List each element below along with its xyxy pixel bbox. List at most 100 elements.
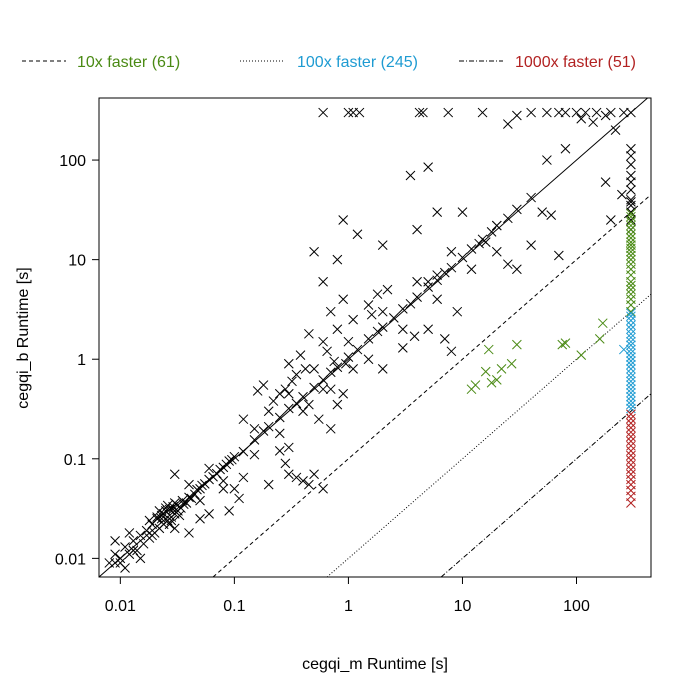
data-point — [304, 479, 314, 490]
data-point — [110, 535, 120, 546]
data-point — [325, 306, 336, 317]
data-point — [341, 358, 351, 369]
data-point — [591, 107, 602, 118]
data-point — [626, 151, 636, 161]
data-point — [221, 459, 232, 470]
reference-line-10x — [212, 194, 652, 578]
data-point — [553, 250, 564, 261]
data-point — [626, 418, 636, 429]
data-point — [412, 224, 422, 235]
data-point — [626, 185, 636, 195]
data-point — [626, 368, 636, 379]
data-point — [405, 170, 416, 181]
data-point — [443, 107, 454, 118]
data-point — [352, 344, 363, 355]
data-point — [263, 421, 274, 432]
data-point — [423, 324, 433, 335]
data-point — [560, 107, 571, 118]
data-point — [412, 276, 422, 287]
data-point — [295, 350, 306, 360]
data-point — [412, 292, 422, 303]
data-point — [124, 528, 135, 538]
data-point — [234, 493, 244, 504]
data-point — [626, 107, 636, 118]
data-point — [144, 515, 155, 526]
data-point — [128, 545, 139, 556]
data-point — [252, 386, 263, 396]
data-point — [626, 340, 636, 351]
data-point — [322, 346, 332, 357]
data-point — [372, 326, 383, 337]
data-point — [594, 334, 605, 344]
data-point — [309, 469, 319, 480]
data-point — [318, 384, 328, 395]
data-point — [542, 155, 552, 165]
data-point — [169, 498, 180, 508]
y-tick-label: 10 — [68, 253, 86, 270]
data-point — [452, 306, 463, 317]
data-point — [409, 331, 420, 342]
data-point — [502, 259, 513, 270]
data-point — [325, 423, 336, 434]
data-point — [626, 336, 636, 347]
data-point — [626, 211, 636, 222]
data-point — [491, 375, 502, 385]
legend-label-100x: 100x faster (245) — [297, 54, 418, 71]
x-axis: 0.01 0.1 1 10 100 — [105, 576, 590, 615]
data-point — [318, 107, 328, 118]
data-point — [184, 528, 194, 538]
data-point — [186, 493, 197, 504]
data-point — [283, 388, 294, 399]
reference-lines — [98, 97, 652, 578]
data-point — [491, 246, 502, 257]
data-point — [457, 207, 468, 217]
data-point — [483, 344, 494, 355]
data-point — [169, 523, 180, 534]
data-point — [512, 264, 522, 275]
data-point — [268, 396, 279, 406]
data-point — [298, 406, 308, 417]
data-point — [291, 472, 302, 483]
data-point — [626, 450, 636, 461]
data-point — [249, 449, 260, 460]
data-point — [304, 399, 314, 410]
data-point — [274, 412, 285, 423]
data-point — [238, 446, 249, 457]
data-point — [626, 240, 636, 250]
data-point — [626, 332, 636, 343]
data-point — [526, 192, 536, 203]
data-point — [432, 275, 443, 286]
data-point — [332, 362, 343, 373]
data-point — [363, 354, 374, 365]
data-point — [626, 431, 636, 442]
data-point — [466, 264, 477, 275]
data-point — [626, 264, 636, 275]
data-point — [152, 513, 162, 524]
data-point — [626, 143, 636, 154]
data-point — [626, 315, 636, 326]
data-point — [626, 294, 636, 305]
data-point — [560, 143, 571, 154]
data-point — [318, 375, 328, 385]
legend: 10x faster (61) 100x faster (245) 1000x … — [22, 54, 636, 71]
data-point — [382, 284, 393, 295]
data-point — [626, 469, 636, 480]
data-point — [238, 414, 249, 425]
data-point — [626, 311, 636, 322]
data-point — [414, 107, 425, 118]
data-point — [496, 364, 507, 374]
data-point — [318, 336, 328, 347]
data-point — [287, 376, 297, 387]
data-point — [470, 380, 481, 390]
data-point — [158, 508, 169, 519]
data-point — [263, 479, 274, 490]
data-point — [557, 339, 568, 350]
y-tick-label: 0.1 — [64, 452, 86, 469]
data-point — [626, 409, 636, 420]
data-point — [135, 530, 146, 541]
data-point — [204, 508, 214, 519]
data-point — [486, 377, 497, 388]
data-point — [195, 495, 205, 506]
data-point — [178, 499, 189, 510]
data-point — [432, 294, 443, 305]
